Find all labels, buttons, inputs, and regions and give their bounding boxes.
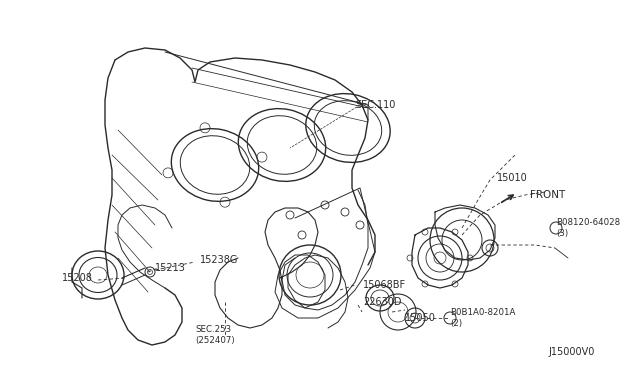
Text: SEC.110: SEC.110 bbox=[355, 100, 396, 110]
Text: 15050: 15050 bbox=[405, 313, 436, 323]
Text: FRONT: FRONT bbox=[530, 190, 565, 200]
Text: J15000V0: J15000V0 bbox=[548, 347, 595, 357]
Text: 15238G: 15238G bbox=[200, 255, 238, 265]
Text: B0B1A0-8201A
(2): B0B1A0-8201A (2) bbox=[450, 308, 515, 328]
Text: B08120-64028
(3): B08120-64028 (3) bbox=[556, 218, 620, 238]
Text: 15068BF: 15068BF bbox=[363, 280, 406, 290]
Text: 15208: 15208 bbox=[62, 273, 93, 283]
Text: 22630D: 22630D bbox=[363, 297, 401, 307]
Text: SEC.253
(252407): SEC.253 (252407) bbox=[195, 325, 235, 345]
Text: 15010: 15010 bbox=[497, 173, 528, 183]
Text: 15213: 15213 bbox=[155, 263, 186, 273]
